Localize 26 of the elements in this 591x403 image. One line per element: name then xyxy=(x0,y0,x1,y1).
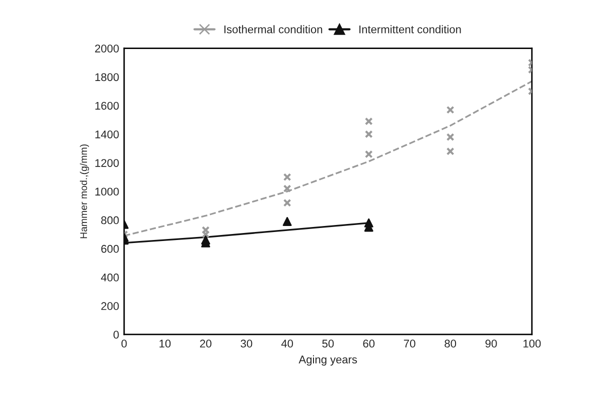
x-tick-label: 50 xyxy=(322,340,334,348)
x-tick-label: 10 xyxy=(160,340,171,348)
x-tick-label: 0 xyxy=(121,340,127,348)
y-tick-label: 800 xyxy=(101,216,119,224)
y-axis-title: Hammer mod.,(g/mm) xyxy=(80,144,89,238)
y-tick-label: 1600 xyxy=(95,102,119,110)
y-tick-label: 200 xyxy=(101,302,119,310)
y-tick-label: 1200 xyxy=(95,159,119,167)
x-tick-label: 70 xyxy=(404,340,416,348)
y-tick-label: 600 xyxy=(101,244,119,253)
x-tick-label: 90 xyxy=(485,340,497,348)
legend-label: Isothermal condition xyxy=(224,25,322,34)
y-tick-label: 1800 xyxy=(95,73,119,82)
x-axis-title: Aging years xyxy=(298,355,357,366)
x-tick-label: 40 xyxy=(281,340,293,348)
y-tick-label: 1400 xyxy=(95,130,119,138)
x-tick-label: 20 xyxy=(200,340,212,348)
y-tick-label: 2000 xyxy=(95,44,119,52)
y-tick-label: 1000 xyxy=(95,188,119,196)
x-tick-label: 30 xyxy=(240,340,252,348)
x-tick-label: 80 xyxy=(444,340,456,348)
y-tick-label: 0 xyxy=(114,330,119,339)
x-tick-label: 100 xyxy=(523,340,541,348)
x-tick-label: 60 xyxy=(363,340,375,348)
legend-label: Intermittent condition xyxy=(359,25,461,34)
y-tick-label: 400 xyxy=(100,274,119,282)
